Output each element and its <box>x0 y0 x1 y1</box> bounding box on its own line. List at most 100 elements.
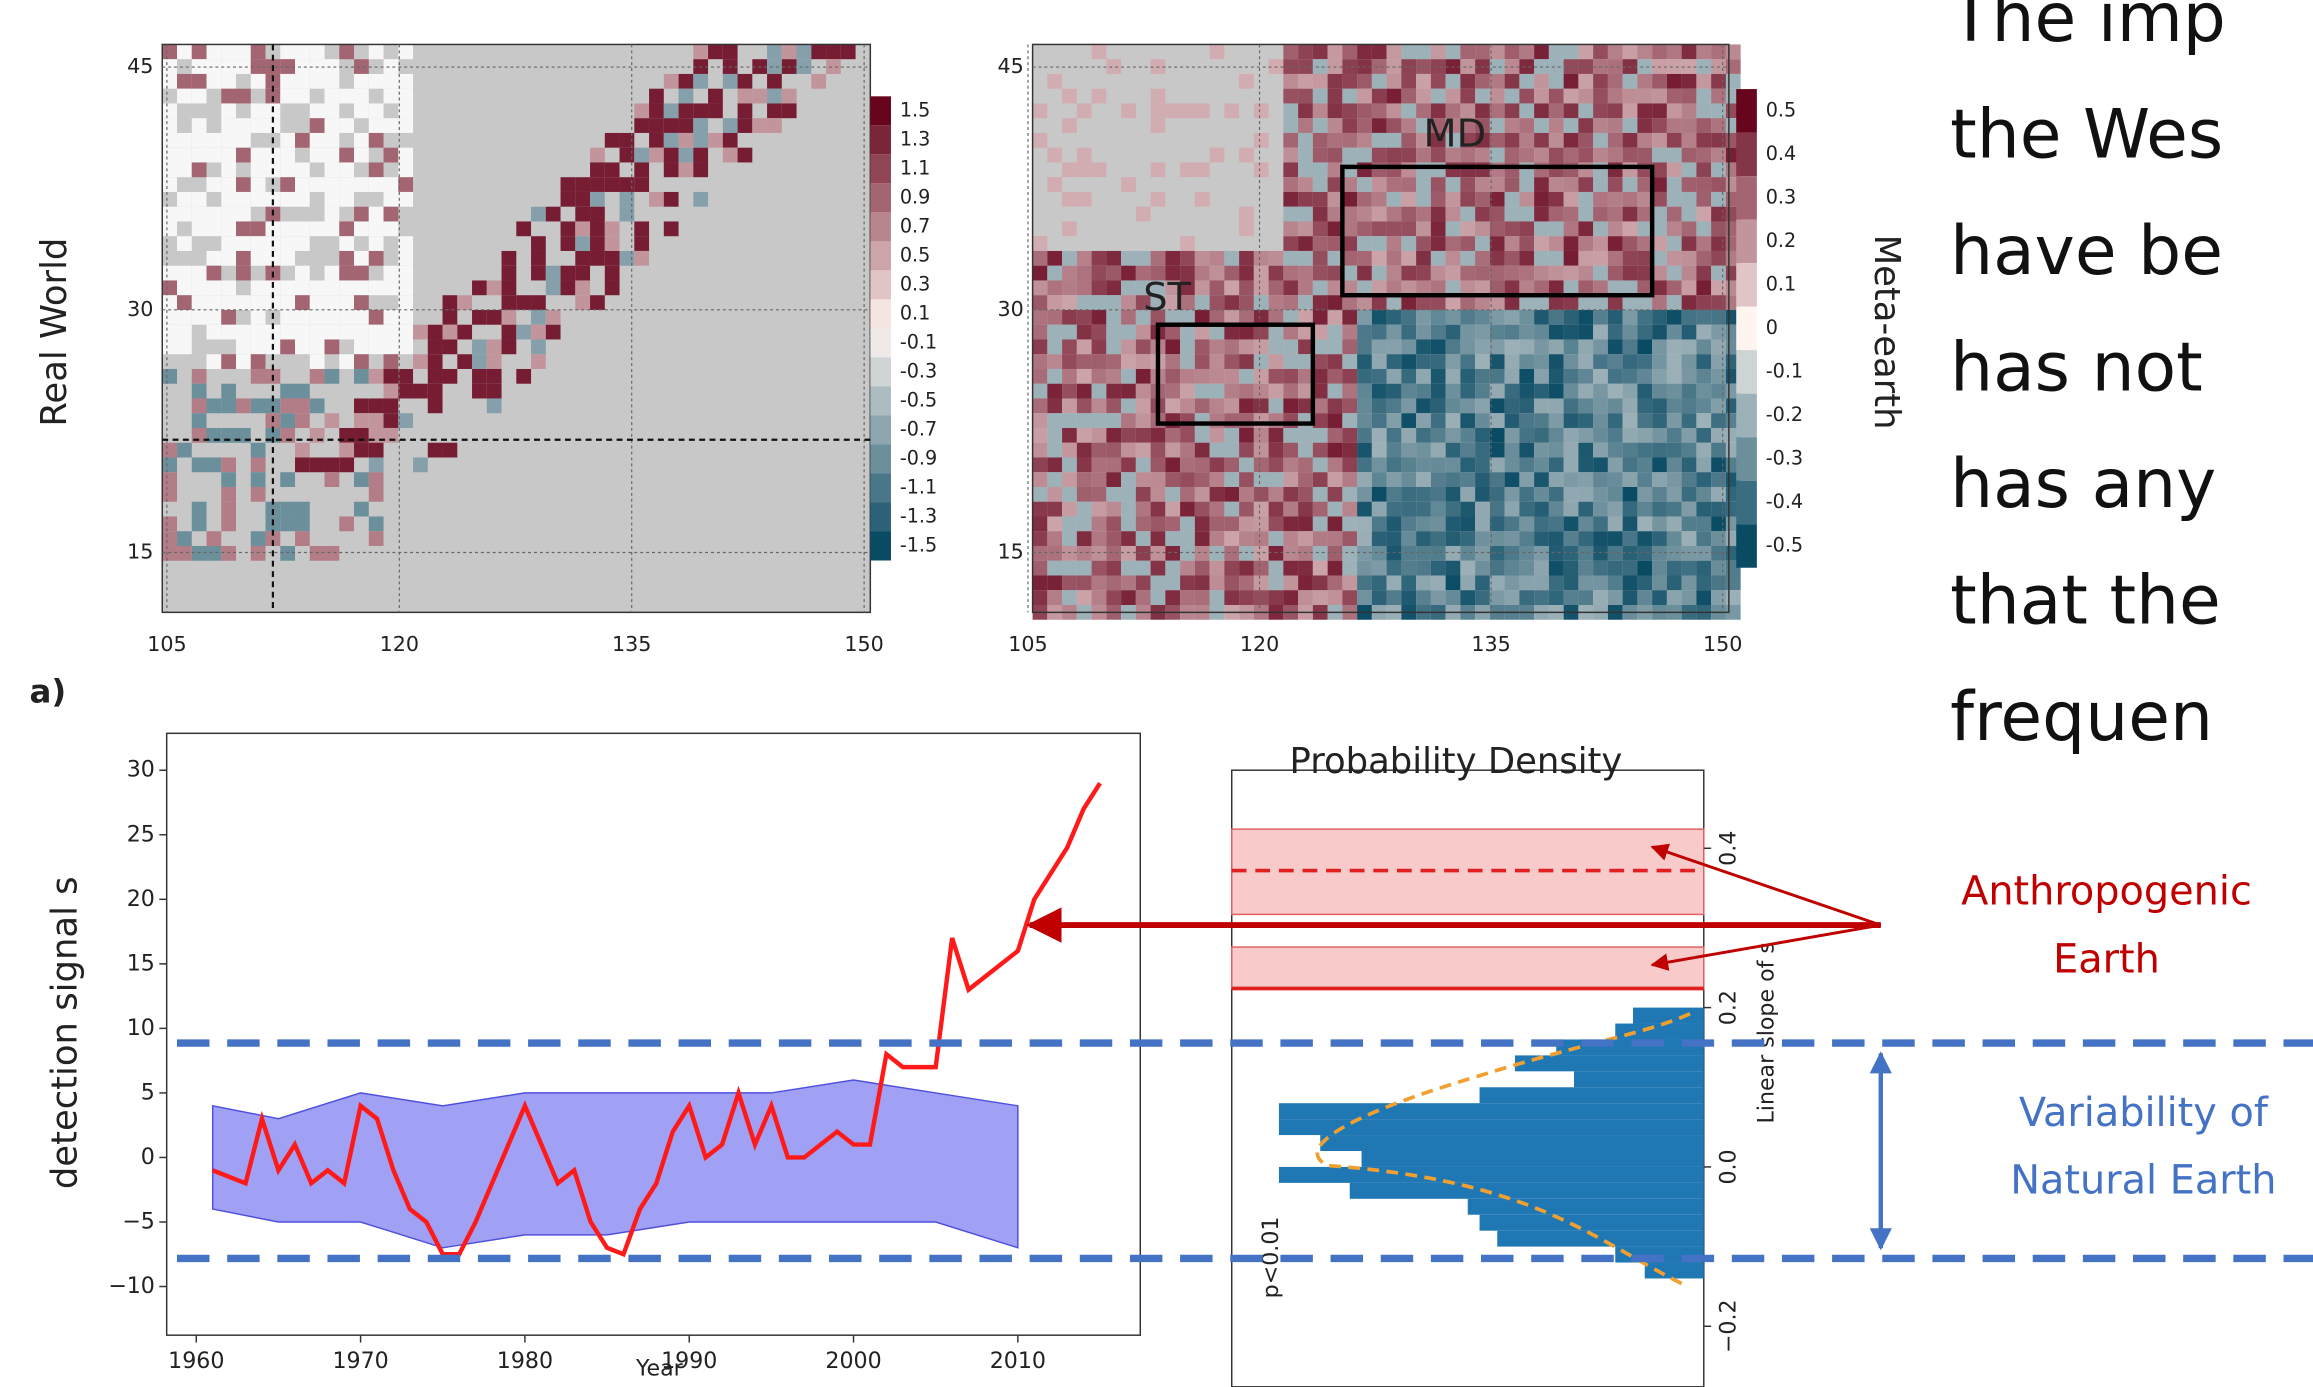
map-cell <box>1711 103 1726 119</box>
map-cell <box>1607 191 1623 207</box>
map-cell <box>368 398 384 414</box>
y-tick-label: −10 <box>108 1273 155 1299</box>
map-cell <box>1106 427 1122 443</box>
map-cell <box>1681 472 1697 487</box>
map-cell <box>1548 280 1564 296</box>
map-cell <box>1534 339 1549 355</box>
map-cell <box>1401 73 1417 89</box>
map-cell <box>1327 575 1343 591</box>
map-cell <box>1430 531 1446 546</box>
map-cell <box>1504 191 1520 207</box>
map-cell <box>1445 236 1461 251</box>
map-cell <box>1209 501 1225 517</box>
map-cell <box>1209 339 1225 355</box>
map-cell <box>560 280 576 296</box>
map-cell <box>1357 339 1372 355</box>
map-cell <box>1622 280 1638 296</box>
map-cell <box>575 236 591 251</box>
map-cell <box>1342 486 1358 502</box>
map-cell <box>1150 531 1166 546</box>
map-cell <box>1593 221 1608 237</box>
map-cell <box>1430 147 1446 163</box>
map-cell <box>1696 118 1712 133</box>
map-cell <box>1711 206 1726 222</box>
map-cell <box>590 250 605 266</box>
map-cell <box>236 265 251 281</box>
map-cell <box>324 265 340 281</box>
y-tick-label: 30 <box>127 757 155 783</box>
map-cell <box>1696 457 1712 473</box>
map-cell <box>1652 442 1667 458</box>
y-axis-label: Linear slope of s <box>1754 942 1780 1123</box>
map-cell <box>1076 545 1092 561</box>
map-cell <box>1460 132 1476 148</box>
map-cell <box>1548 206 1564 222</box>
map-cell <box>1519 457 1535 473</box>
map-cell <box>236 44 251 60</box>
map-cell <box>1430 472 1446 487</box>
map-cell <box>1165 472 1181 487</box>
map-cell <box>1445 324 1461 340</box>
map-cell <box>1386 590 1402 605</box>
map-cell <box>1416 457 1431 473</box>
map-cell <box>1224 531 1240 546</box>
map-cell <box>1563 132 1579 148</box>
map-cell <box>1548 368 1564 384</box>
map-cell <box>1165 339 1181 355</box>
map-cell <box>1032 339 1048 355</box>
map-cell <box>1386 368 1402 384</box>
map-cell <box>693 73 709 89</box>
map-cell <box>1312 88 1328 104</box>
body-text: frequen <box>1950 678 2213 757</box>
map-cell <box>1519 265 1535 281</box>
map-cell <box>309 545 325 561</box>
map-cell <box>1504 590 1520 605</box>
map-cell <box>1312 177 1328 192</box>
map-cell <box>1622 575 1638 591</box>
map-cell <box>1076 309 1092 325</box>
map-cell <box>1239 442 1254 458</box>
map-cell <box>383 265 399 281</box>
map-cell <box>177 531 192 546</box>
map-cell <box>1165 295 1181 310</box>
map-cell <box>1180 383 1195 399</box>
map-cell <box>1445 413 1461 428</box>
map-cell <box>1371 324 1387 340</box>
map-cell <box>1165 383 1181 399</box>
map-cell <box>1342 368 1358 384</box>
map-cell <box>1150 545 1166 561</box>
map-cell <box>1593 206 1608 222</box>
map-cell <box>1194 280 1210 296</box>
map-cell <box>1047 590 1063 605</box>
map-cell <box>1563 250 1579 266</box>
map-cell <box>1637 442 1653 458</box>
map-cell <box>250 191 266 207</box>
map-cell <box>1534 118 1549 133</box>
map-cell <box>1312 368 1328 384</box>
map-cell <box>1121 545 1136 561</box>
map-cell <box>1534 442 1549 458</box>
map-cell <box>354 103 369 119</box>
map-cell <box>1401 280 1417 296</box>
map-cell <box>1268 516 1284 532</box>
map-cell <box>206 280 222 296</box>
map-cell <box>663 221 679 237</box>
map-cell <box>722 118 738 133</box>
map-cell <box>1371 191 1387 207</box>
colorbar-cell <box>1736 219 1757 264</box>
map-cell <box>1165 575 1181 591</box>
map-cell <box>1445 442 1461 458</box>
map-cell <box>531 265 546 281</box>
map-cell <box>1578 206 1594 222</box>
map-cell <box>1622 177 1638 192</box>
map-cell <box>1371 472 1387 487</box>
map-cell <box>1224 280 1240 296</box>
map-cell <box>1578 118 1594 133</box>
map-cell <box>1401 250 1417 266</box>
map-cell <box>280 250 296 266</box>
map-cell <box>604 221 620 237</box>
map-cell <box>1430 560 1446 576</box>
map-cell <box>368 457 384 473</box>
map-cell <box>354 442 369 458</box>
map-cell <box>1283 457 1299 473</box>
